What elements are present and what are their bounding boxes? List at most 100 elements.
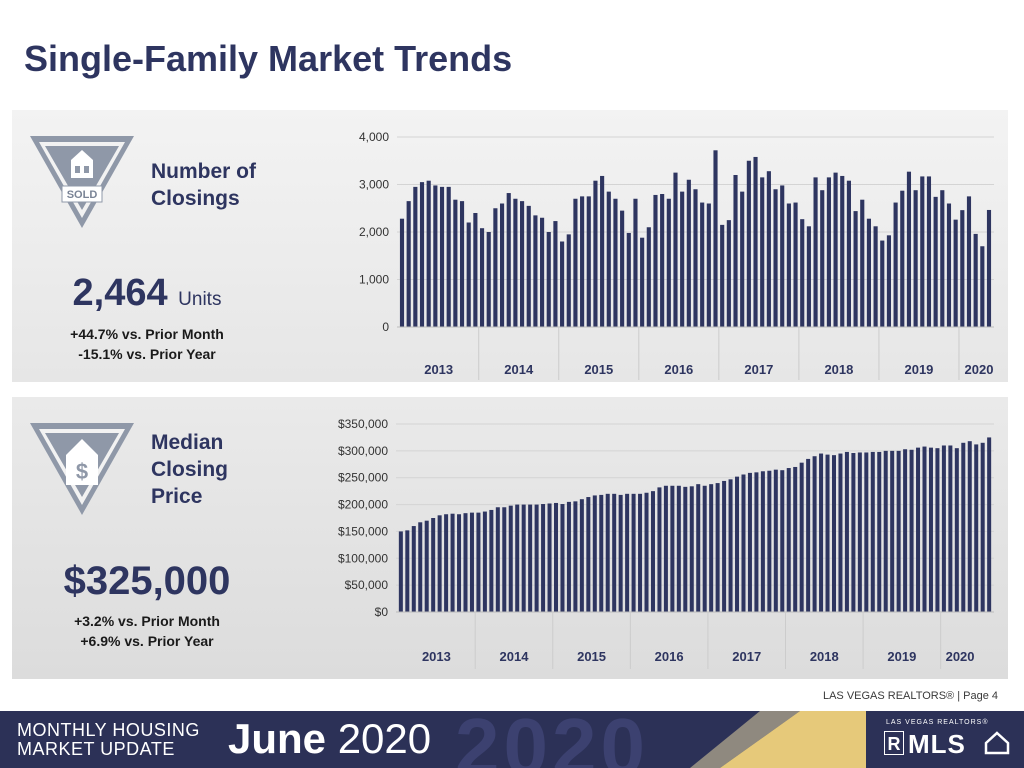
bar [844,451,849,612]
year-label: 2018 [810,649,839,664]
bar [560,504,565,612]
gold-arrow-icon [690,711,866,768]
bar [541,504,546,612]
y-tick-label: $300,000 [338,444,388,458]
bar [399,218,405,327]
bar [860,199,865,327]
bar [520,201,525,327]
footer-banner: 2020 MONTHLY HOUSING MARKET UPDATE June … [0,711,1024,768]
bar [419,182,425,327]
footer-subtitle: MONTHLY HOUSING MARKET UPDATE [17,721,200,759]
closings-changes: +44.7% vs. Prior Month -15.1% vs. Prior … [22,324,272,364]
closings-label-line2: Closings [151,187,240,210]
price-change-year: +6.9% vs. Prior Year [80,633,214,649]
price-value: $325,000 [63,559,231,603]
bar [883,450,888,612]
bar [506,193,511,327]
year-label: 2019 [904,362,933,377]
bar [851,453,856,612]
year-label: 2017 [732,649,761,664]
year-label: 2019 [887,649,916,664]
y-tick-label: 4,000 [359,130,389,144]
page-number: LAS VEGAS REALTORS® | Page 4 [822,690,998,702]
bar [528,504,533,612]
bar [513,198,518,327]
y-tick-label: $150,000 [338,524,388,538]
bar [709,484,714,612]
bar [579,499,584,612]
bar [482,511,487,612]
bar [909,449,914,612]
report-year: 2020 [337,715,432,762]
bar [906,171,912,327]
report-month-name: June [228,715,327,762]
bar [700,202,705,327]
bar [753,156,758,327]
year-label: 2016 [655,649,684,664]
bar [473,213,478,327]
year-label: 2016 [664,362,693,377]
y-tick-label: $0 [375,605,389,619]
mls-logo: LAS VEGAS REALTORS® R MLS [866,711,1024,768]
bar [760,471,765,612]
bar [713,150,718,327]
bar [846,180,851,327]
bar [696,484,701,612]
bar [706,203,711,327]
bar [560,241,565,327]
bar [870,451,875,612]
sold-house-badge-icon: SOLD [30,136,134,228]
bar [493,208,498,327]
bar [599,494,604,612]
bar [413,186,418,327]
bar [961,442,966,612]
bar [960,210,965,327]
svg-text:R: R [888,734,901,754]
bar [650,491,655,612]
bar [613,198,618,327]
bar [646,227,651,327]
bar [644,492,649,612]
year-label: 2017 [744,362,773,377]
bar [806,458,811,612]
closings-label: Number of Closings [151,158,256,212]
bar [573,198,578,327]
bar [508,505,513,612]
bar [900,190,905,327]
year-label: 2014 [504,362,534,377]
bar [676,485,681,612]
bar [873,226,878,327]
year-label: 2020 [946,649,975,664]
bar [747,472,752,612]
bar [954,448,959,612]
bar [459,201,465,327]
bar [773,189,778,327]
bar [728,479,733,612]
bar [702,485,707,612]
bar [838,453,843,612]
bar [553,221,558,327]
bar [433,185,438,327]
y-tick-label: 1,000 [359,273,389,287]
bar [580,196,585,327]
bar [833,172,838,327]
bar [418,522,423,612]
y-tick-label: $50,000 [345,578,389,592]
closings-panel: SOLD Number of Closings 2,464 Units +44.… [12,110,1008,382]
y-tick-label: $350,000 [338,417,388,431]
bar [439,186,445,327]
bar [424,520,429,612]
bar [866,218,871,327]
house-logo-icon [984,731,1010,755]
bar [620,210,625,327]
bar [479,228,485,327]
bar [450,513,455,612]
bar [625,493,630,612]
bar [502,507,507,612]
bar [533,215,538,327]
bar [974,444,979,612]
bar [660,194,665,327]
bar [489,509,494,612]
bar [673,172,678,327]
bar [670,485,675,612]
